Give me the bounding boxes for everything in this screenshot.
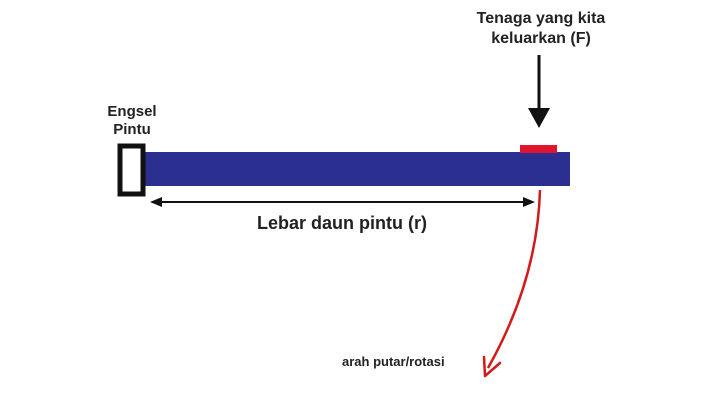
door-hinge xyxy=(117,143,146,197)
force-label-line1: Tenaga yang kita xyxy=(477,10,606,27)
rotation-label: arah putar/rotasi xyxy=(342,354,445,369)
force-label-line2: keluarkan (F) xyxy=(491,30,591,47)
door-width-label: Lebar daun pintu (r) xyxy=(257,213,427,233)
rotation-arrow xyxy=(482,189,542,378)
width-dimension-arrow xyxy=(150,197,535,207)
hinge-label-line1: Engsel xyxy=(107,103,156,120)
force-contact-pad xyxy=(520,145,557,153)
hinge-label-line2: Pintu xyxy=(113,121,151,138)
force-arrow xyxy=(528,55,550,128)
door-leaf xyxy=(143,152,570,186)
